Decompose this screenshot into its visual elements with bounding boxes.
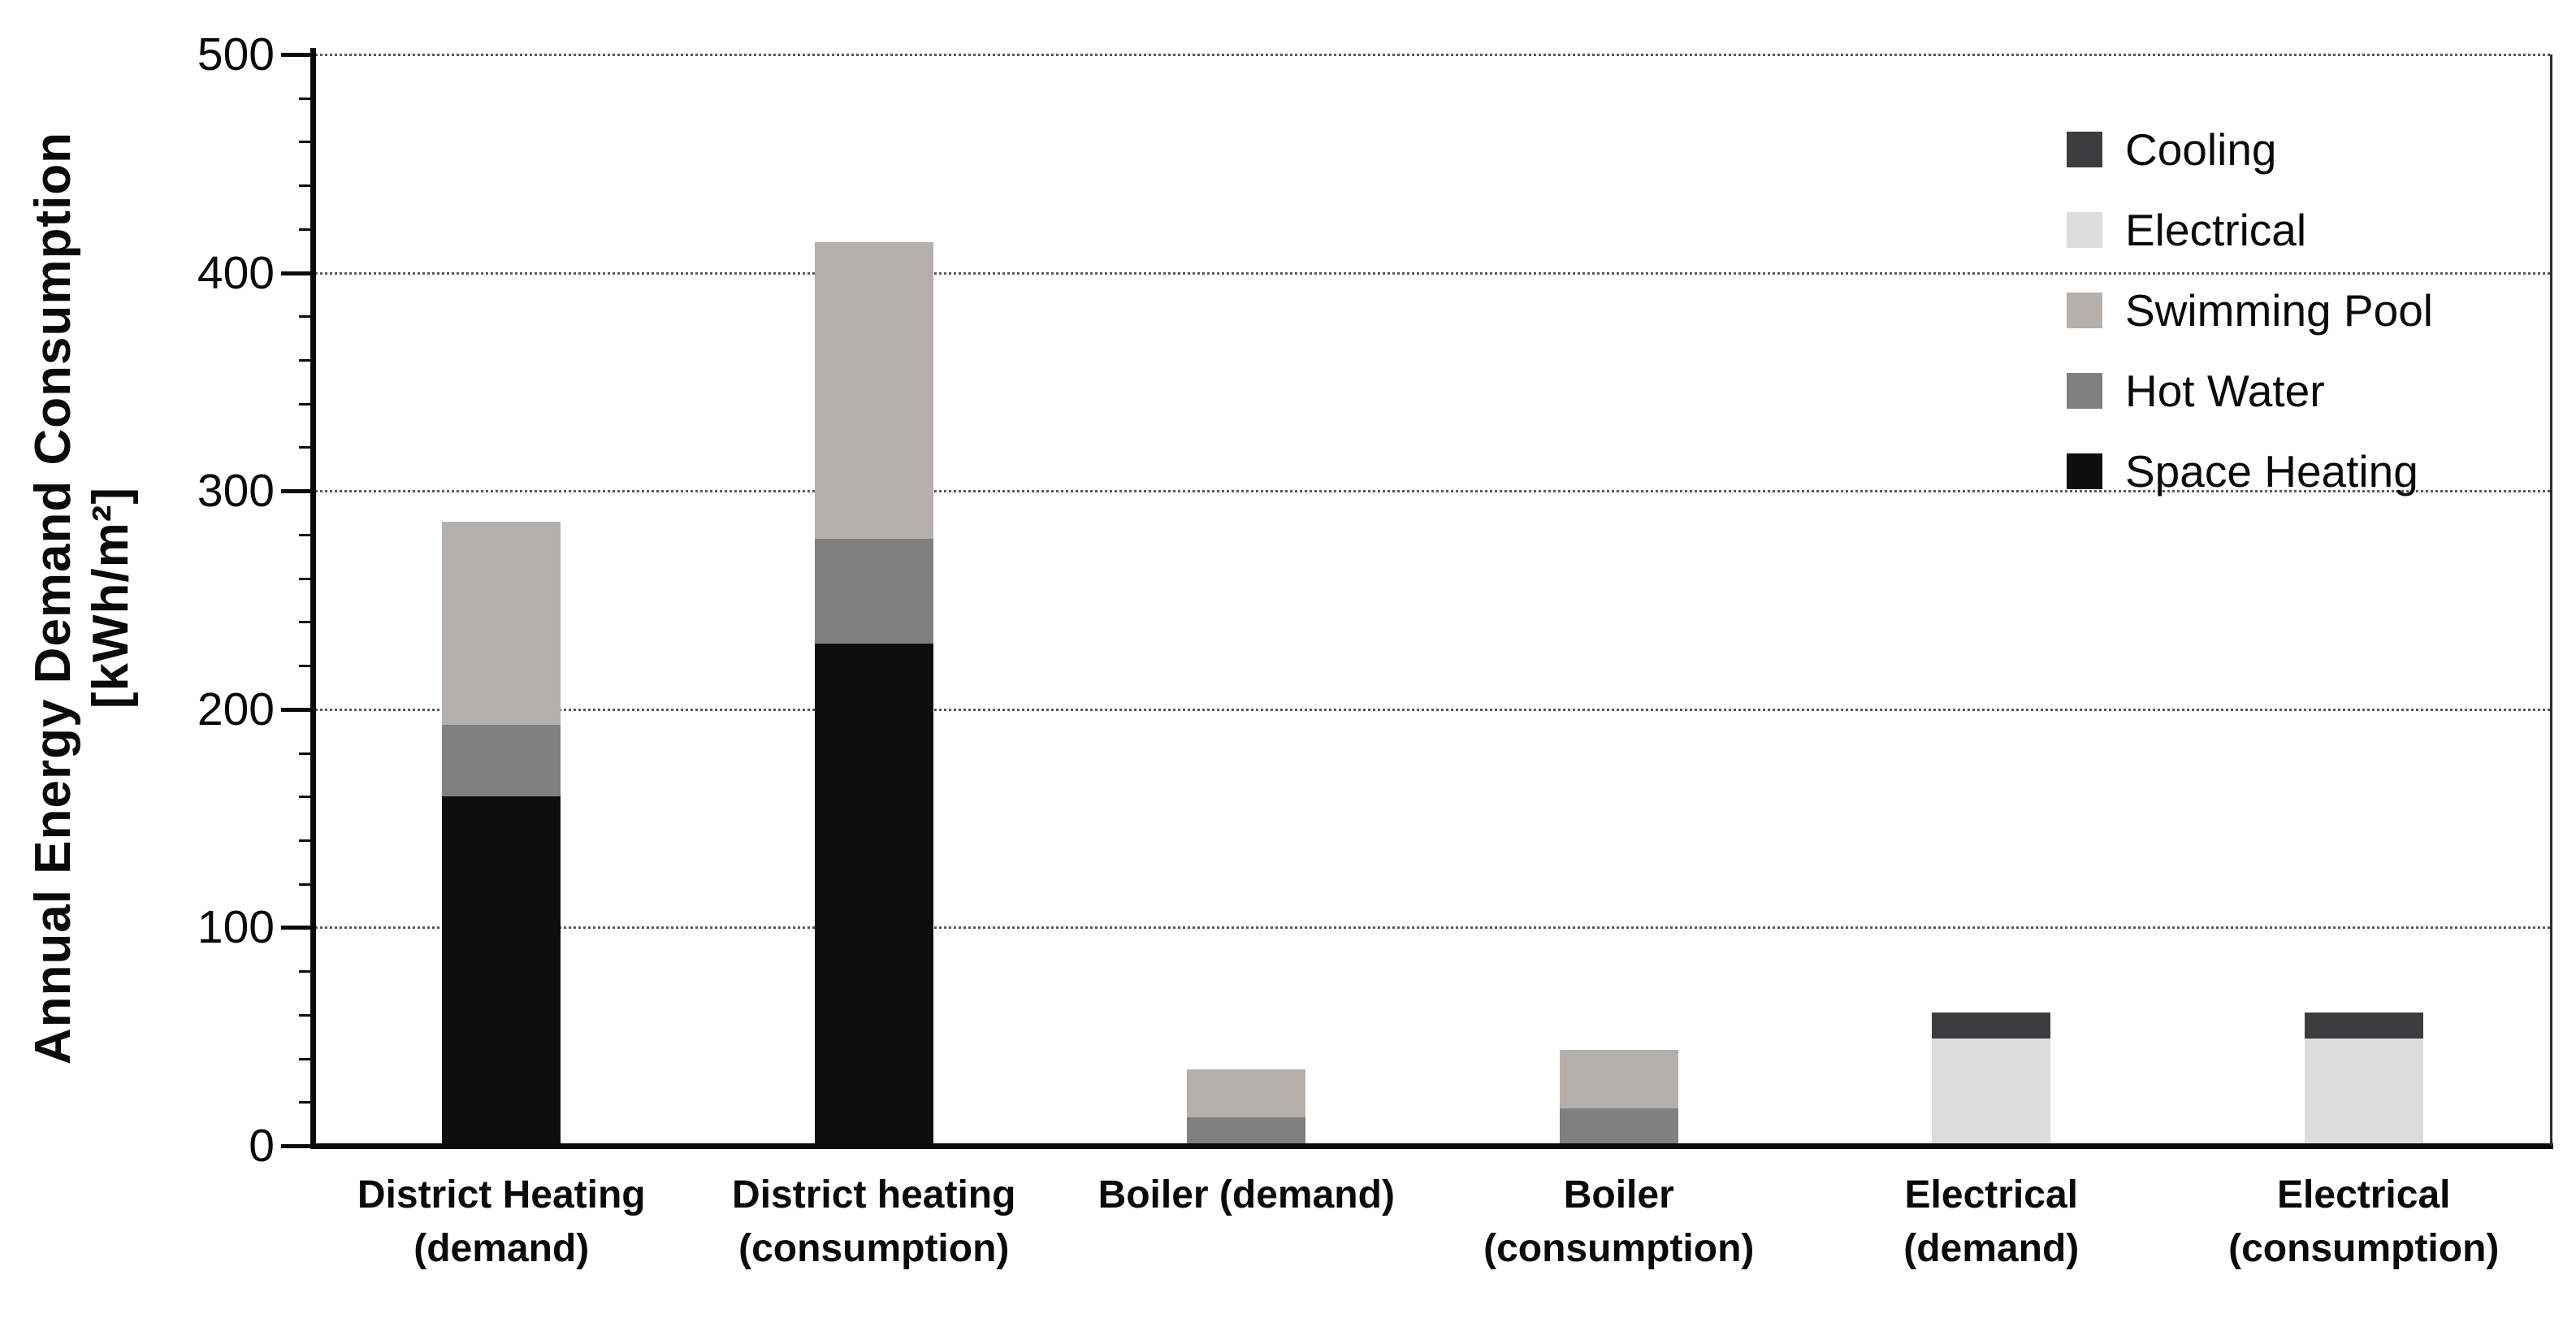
y-minor-tick-240 <box>299 621 315 624</box>
bar-segment-swimming-pool <box>442 521 561 725</box>
legend-swatch-icon <box>2067 212 2102 248</box>
y-minor-tick-140 <box>299 839 315 842</box>
y-major-tick-500 <box>281 53 315 57</box>
bar-segment-electrical <box>2304 1039 2423 1146</box>
y-minor-tick-80 <box>299 970 315 974</box>
legend-swatch-icon <box>2067 453 2102 489</box>
y-axis-title-line1: Annual Energy Demand Consumption <box>25 131 81 1065</box>
y-minor-tick-460 <box>299 141 315 144</box>
bar-segment-swimming-pool <box>814 241 933 540</box>
y-minor-tick-40 <box>299 1057 315 1060</box>
gridline-300 <box>315 490 2550 493</box>
y-minor-tick-120 <box>299 882 315 886</box>
y-tick-label-400: 400 <box>197 246 275 299</box>
x-category-label-line: (consumption) <box>2228 1227 2500 1270</box>
legend-item-cooling: Cooling <box>2067 124 2277 175</box>
gridline-100 <box>315 926 2550 930</box>
x-category-label-line: (demand) <box>413 1227 590 1270</box>
x-category-label-1: District heating (consumption) <box>672 1169 1077 1276</box>
x-category-label-line: District heating <box>732 1173 1016 1216</box>
legend-item-hot-water: Hot Water <box>2067 366 2325 416</box>
y-minor-tick-160 <box>299 796 315 799</box>
y-minor-tick-340 <box>299 402 315 405</box>
y-minor-tick-320 <box>299 446 315 449</box>
y-tick-label-100: 100 <box>197 901 275 954</box>
legend-item-electrical: Electrical <box>2067 205 2307 255</box>
x-category-label-line: Electrical <box>1904 1173 2078 1216</box>
bar-segment-space-heating <box>442 796 561 1146</box>
bar-segment-cooling <box>2304 1013 2423 1039</box>
legend-label: Cooling <box>2125 124 2277 175</box>
y-major-tick-300 <box>281 489 315 494</box>
y-axis-title: Annual Energy Demand Consumption [kWh/m²… <box>13 49 151 1147</box>
legend-item-space-heating: Space Heating <box>2067 446 2418 497</box>
y-tick-label-0: 0 <box>249 1120 275 1172</box>
legend-item-swimming-pool: Swimming Pool <box>2067 285 2434 336</box>
x-category-label-4: Electrical (demand) <box>1789 1169 2194 1276</box>
x-category-label-5: Electrical (consumption) <box>2162 1169 2567 1276</box>
legend-label: Swimming Pool <box>2125 285 2434 336</box>
plot-right-border <box>2550 54 2552 1146</box>
legend-swatch-icon <box>2067 373 2102 409</box>
x-category-label-line: Boiler <box>1563 1173 1674 1216</box>
legend-label: Hot Water <box>2125 366 2325 416</box>
y-minor-tick-60 <box>299 1013 315 1017</box>
y-major-tick-0 <box>281 1144 315 1148</box>
y-axis-title-line2: [kWh/m²] <box>83 487 139 709</box>
x-axis-line <box>310 1143 2553 1149</box>
legend-label: Electrical <box>2125 205 2307 255</box>
x-category-label-2: Boiler (demand) <box>1044 1169 1449 1222</box>
y-minor-tick-380 <box>299 315 315 319</box>
x-category-label-line: District Heating <box>357 1173 646 1216</box>
legend-label: Space Heating <box>2125 446 2418 497</box>
y-axis-line <box>310 48 316 1149</box>
bar-segment-hot-water <box>1187 1117 1306 1146</box>
x-category-label-line: Electrical <box>2277 1173 2451 1216</box>
gridline-500 <box>315 54 2550 56</box>
x-category-label-line: (consumption) <box>738 1227 1010 1270</box>
bar-segment-swimming-pool <box>1559 1049 1678 1109</box>
legend-swatch-icon <box>2067 132 2102 167</box>
y-minor-tick-480 <box>299 97 315 100</box>
gridline-200 <box>315 708 2550 711</box>
bar-segment-hot-water <box>814 539 933 644</box>
bar-segment-space-heating <box>814 644 933 1146</box>
gridline-400 <box>315 271 2550 275</box>
x-category-label-line: (demand) <box>1903 1227 2080 1270</box>
bar-segment-hot-water <box>442 724 561 797</box>
bar-segment-swimming-pool <box>1187 1069 1306 1118</box>
x-category-label-line: Boiler (demand) <box>1098 1173 1395 1216</box>
y-tick-label-300: 300 <box>197 465 275 518</box>
legend-swatch-icon <box>2067 293 2102 328</box>
y-major-tick-100 <box>281 926 315 930</box>
y-minor-tick-420 <box>299 228 315 231</box>
x-category-label-line: (consumption) <box>1483 1227 1755 1270</box>
y-minor-tick-280 <box>299 533 315 536</box>
y-minor-tick-440 <box>299 184 315 188</box>
y-minor-tick-360 <box>299 359 315 362</box>
y-tick-label-200: 200 <box>197 683 275 735</box>
y-minor-tick-260 <box>299 577 315 580</box>
y-major-tick-200 <box>281 707 315 712</box>
y-minor-tick-20 <box>299 1101 315 1104</box>
y-minor-tick-180 <box>299 752 315 755</box>
x-category-label-0: District Heating (demand) <box>299 1169 704 1276</box>
x-category-label-3: Boiler (consumption) <box>1417 1169 1822 1276</box>
y-tick-label-500: 500 <box>197 28 275 80</box>
y-minor-tick-220 <box>299 665 315 668</box>
bar-segment-electrical <box>1932 1039 2051 1146</box>
bar-segment-cooling <box>1932 1013 2051 1039</box>
bar-segment-hot-water <box>1559 1108 1678 1146</box>
y-major-tick-400 <box>281 271 315 275</box>
